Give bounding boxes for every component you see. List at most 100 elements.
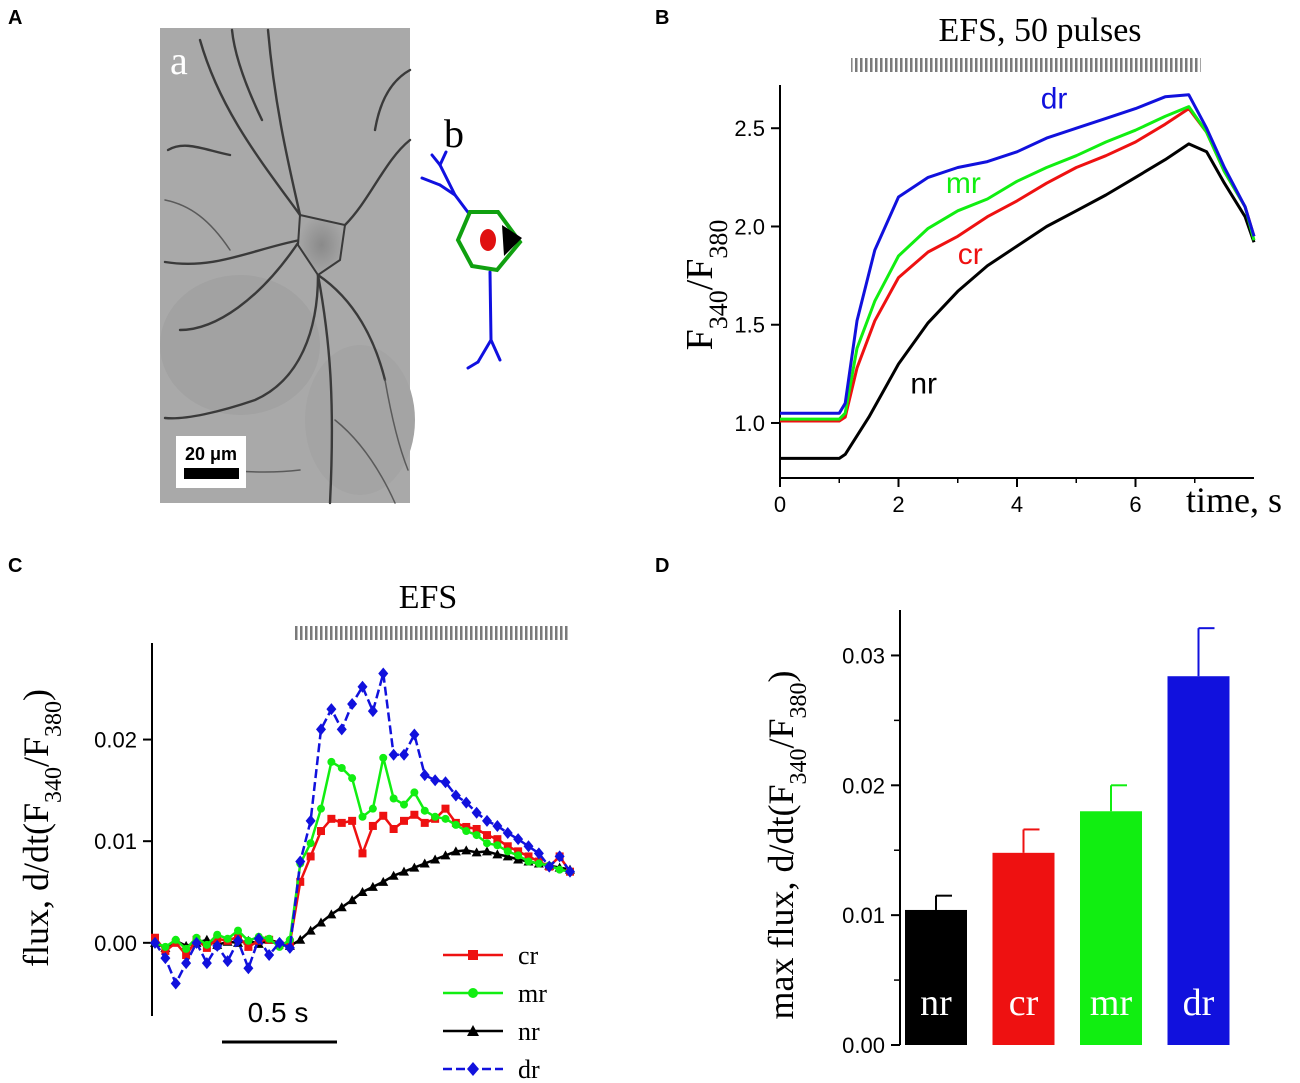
chart-c-y-tick-label: 0.02 <box>94 728 137 753</box>
chart-c-legend-label-mr: mr <box>518 979 547 1008</box>
chart-c-point-dr <box>264 949 275 962</box>
panel-b-label: B <box>655 7 669 29</box>
chart-c-point-dr <box>482 814 492 827</box>
chart-b-axes: 0 2 4 6 1.0 1.5 2.0 2.5 <box>734 85 1254 517</box>
chart-b-x-tick-label: 2 <box>892 492 904 517</box>
chart-c-point-dr <box>440 776 451 789</box>
chart-c-point-dr <box>150 936 160 949</box>
chart-c-line-dr <box>153 672 572 985</box>
chart-c-point-mr <box>441 814 450 823</box>
chart-c-point-cr <box>493 835 502 844</box>
chart-b-line-label-mr: mr <box>946 167 981 200</box>
chart-b-y-tick-label: 2.5 <box>734 116 765 141</box>
chart-d-bar-label-dr: dr <box>1183 982 1215 1024</box>
chart-c-point-mr <box>202 940 211 949</box>
chart-d-bar-label-mr: mr <box>1090 982 1133 1024</box>
chart-d-bar-cr <box>992 852 1055 1045</box>
chart-c-point-dr <box>565 865 575 878</box>
chart-b-series-labels: nr cr mr dr <box>910 83 1067 401</box>
chart-c-point-mr <box>348 774 357 783</box>
chart-c-point-dr <box>388 748 399 761</box>
chart-d-bar-nr <box>905 909 967 1045</box>
chart-b-x-tick-label: 6 <box>1129 492 1141 517</box>
chart-d-y-tick-label: 0.02 <box>842 773 885 798</box>
chart-c-point-mr <box>223 934 232 943</box>
chart-c-point-dr <box>295 855 306 868</box>
chart-c-point-cr <box>389 824 398 833</box>
chart-c-point-cr <box>379 811 388 820</box>
chart-c-point-dr <box>274 936 285 949</box>
chart-c-point-dr <box>305 814 316 827</box>
chart-b-x-tick-label: 4 <box>1011 492 1023 517</box>
panel-d-label: D <box>655 555 669 577</box>
chart-c-point-mr <box>483 839 491 848</box>
chart-c-point-mr <box>410 788 419 797</box>
chart-d-bar-dr <box>1167 676 1230 1045</box>
chart-c-legend-marker-nr <box>467 1025 479 1036</box>
chart-c-point-dr <box>378 667 389 680</box>
chart-d-bars: nr cr mr dr <box>905 627 1230 1045</box>
chart-c-point-mr <box>555 865 564 874</box>
chart-c-point-dr <box>181 957 192 970</box>
roi-cytosol <box>480 229 496 251</box>
chart-d-y-tick-label: 0.03 <box>842 643 885 668</box>
chart-c-point-nr <box>471 847 482 857</box>
chart-c-point-cr <box>317 827 325 836</box>
panel-c: C EFS 0.00 0.01 0.02 cr mr nr dr 0.5 s flux, … <box>8 555 575 1083</box>
chart-c-point-cr <box>161 946 170 955</box>
scalebar-box <box>176 436 246 488</box>
chart-c-time-scalebar-label: 0.5 s <box>248 997 309 1028</box>
chart-c-stimulus-bar <box>294 626 570 640</box>
roi-dendrites <box>420 150 502 370</box>
chart-c-point-dr <box>399 748 409 761</box>
chart-c-point-dr <box>461 796 472 809</box>
chart-c-point-mr <box>451 820 460 829</box>
chart-c-point-dr <box>544 860 555 873</box>
chart-c-point-cr <box>327 814 336 823</box>
chart-c-point-cr <box>244 942 253 951</box>
chart-c-point-mr <box>462 827 471 836</box>
chart-c-y-tick-label: 0.00 <box>94 931 137 956</box>
chart-c-legend-label-dr: dr <box>518 1055 540 1083</box>
chart-d-y-tick-label: 0.01 <box>842 903 885 928</box>
chart-b-stimulus-bar <box>851 58 1201 72</box>
scalebar-bar <box>184 468 239 479</box>
chart-c-title: EFS <box>399 579 458 616</box>
chart-c-point-dr <box>336 723 347 736</box>
chart-b-y-tick-label: 1.0 <box>734 411 765 436</box>
chart-c-point-mr <box>534 859 543 868</box>
panel-a-sublabel-b: b <box>444 111 464 156</box>
chart-c-point-dr <box>316 723 326 736</box>
chart-c-point-cr <box>348 816 357 825</box>
chart-c-series <box>150 667 575 990</box>
chart-c-point-nr <box>305 925 316 935</box>
chart-c-point-dr <box>523 840 534 853</box>
micrograph: a 20 μm <box>160 28 415 505</box>
chart-c-point-mr <box>161 942 170 951</box>
micrograph-cell-body-shadow <box>160 275 320 415</box>
chart-b-y-tick-label: 2.0 <box>734 214 765 239</box>
chart-c-point-dr <box>222 955 233 968</box>
chart-c-point-cr <box>368 821 377 830</box>
chart-c-point-cr <box>306 852 315 861</box>
chart-c-point-dr <box>212 939 223 952</box>
chart-c-point-dr <box>233 934 243 947</box>
chart-c-point-dr <box>191 936 202 949</box>
chart-c-point-dr <box>409 728 420 741</box>
chart-c-point-dr <box>357 680 368 693</box>
chart-b-line-label-nr: nr <box>910 368 937 401</box>
chart-b-line-nr <box>780 142 1256 460</box>
chart-c-point-dr <box>450 789 461 802</box>
chart-c-point-mr <box>182 944 191 953</box>
roi-nucleus <box>502 225 522 256</box>
chart-c-point-mr <box>306 839 315 848</box>
chart-c-legend-marker-dr <box>467 1062 479 1076</box>
chart-c-point-mr <box>493 841 502 850</box>
chart-c-point-dr <box>170 977 181 990</box>
panel-a: A <box>8 7 523 505</box>
chart-c-point-mr <box>327 757 336 766</box>
chart-b-xlabel: time, s <box>1186 480 1282 520</box>
chart-c-point-mr <box>379 753 388 762</box>
chart-d-bar-mr <box>1080 811 1142 1045</box>
